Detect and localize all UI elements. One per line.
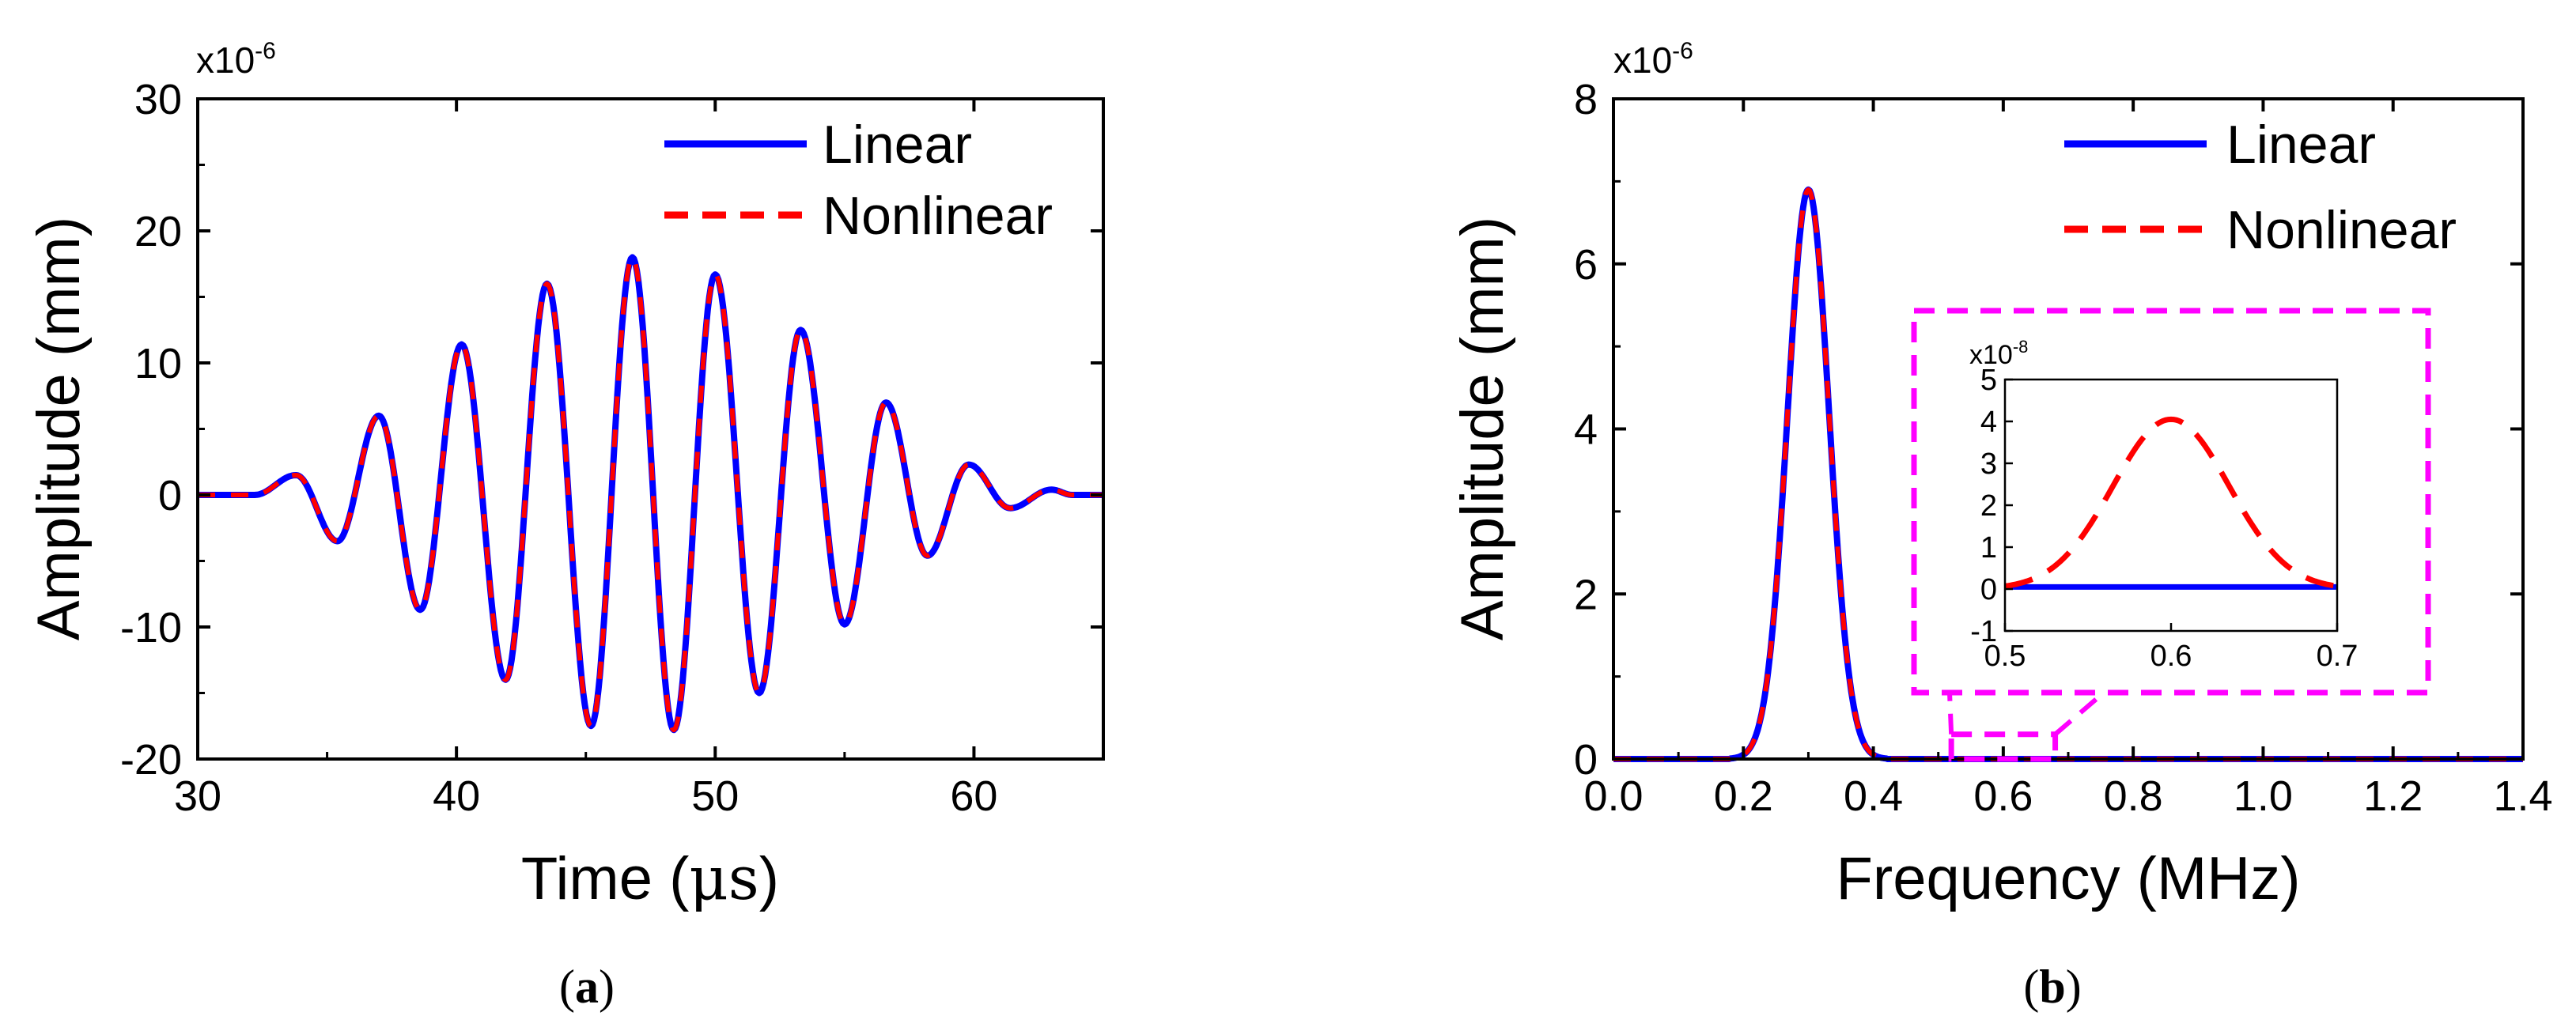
panel-a-chart: 30 40 50 60 -20 -10 0 10 20 30 x10-6 Amplitude (m… (25, 38, 1105, 1013)
panel-b-legend: Linear Nonlinear (2064, 115, 2457, 260)
x-tick-label-b: 1.4 (2493, 772, 2552, 820)
x-tick-label-a: 30 (174, 772, 221, 820)
y-tick-label-a: 20 (134, 208, 182, 255)
panel-a-y-axis-title: Amplitude (mm) (25, 217, 93, 640)
inset-x-tick-label: 0.6 (2150, 640, 2192, 673)
y-tick-label-a: -20 (120, 736, 182, 784)
panel-a-y-exponent: x10-6 (196, 38, 276, 81)
panel-b-ticks: 0.0 0.2 0.4 0.6 0.8 1.0 1.2 1.4 0 2 4 6 8 (1574, 76, 2553, 820)
x-tick-label-b: 1.0 (2234, 772, 2293, 820)
inset-x-tick-label: 0.5 (1984, 640, 2026, 673)
y-tick-label-a: 0 (158, 472, 182, 519)
y-tick-label-b: 0 (1574, 736, 1598, 784)
panel-b-caption: (b) (2023, 961, 2081, 1013)
inset-data-lines (2004, 416, 2338, 590)
zoom-region-box (1948, 731, 2059, 762)
x-tick-label-b: 0.2 (1714, 772, 1773, 820)
inset-y-tick-label: 1 (1980, 531, 1997, 565)
inset-border (1911, 308, 2431, 696)
x-tick-label-a: 40 (433, 772, 480, 820)
x-tick-label-b: 0.6 (1973, 772, 2033, 820)
panel-a-x-axis-title: Time (μs) (521, 843, 779, 913)
zoom-indicator (1911, 308, 2431, 762)
y-tick-label-a: -10 (120, 604, 182, 651)
inset-y-exponent: x10-8 (1969, 337, 2028, 370)
x-tick-label-b: 1.2 (2363, 772, 2423, 820)
inset-ticks: 0.5 0.6 0.7 -1 0 1 2 3 4 5 (1970, 364, 2358, 673)
panel-b-x-axis-title: Frequency (MHz) (1836, 845, 2301, 912)
inset-chart: 0.5 0.6 0.7 -1 0 1 2 3 4 5 x10-8 (1969, 337, 2358, 673)
y-tick-label-a: 30 (134, 76, 182, 123)
inset-y-tick-label: 5 (1980, 364, 1997, 397)
x-tick-label-a: 60 (950, 772, 997, 820)
inset-y-tick-label: 2 (1980, 489, 1997, 523)
inset-y-tick-label: 4 (1980, 406, 1997, 439)
legend-linear-label-b: Linear (2226, 115, 2376, 175)
y-tick-label-b: 4 (1574, 406, 1598, 454)
y-tick-label-b: 2 (1574, 571, 1598, 618)
x-tick-label-a: 50 (691, 772, 739, 820)
inset-y-tick-label: -1 (1970, 615, 1997, 648)
legend-nonlinear-label-a: Nonlinear (823, 186, 1053, 246)
zoom-connector-left (1947, 692, 1954, 735)
panel-b-y-exponent: x10-6 (1613, 38, 1693, 81)
series-nonlinear-line-a (198, 255, 1103, 733)
panel-a-data-lines (198, 254, 1103, 734)
x-tick-label-b: 0.8 (2104, 772, 2163, 820)
x-tick-label-b: 0.4 (1844, 772, 1903, 820)
x-tick-label-b: 0.0 (1583, 772, 1643, 820)
legend-linear-label-a: Linear (823, 115, 972, 175)
panel-b-y-axis-title: Amplitude (mm) (1449, 217, 1516, 640)
panel-a-caption: (a) (559, 961, 615, 1013)
inset-nonlinear-line (2004, 416, 2338, 589)
y-tick-label-b: 6 (1574, 241, 1598, 289)
zoom-connector-right (2053, 690, 2105, 736)
series-linear-line-a (198, 254, 1103, 734)
panel-a-legend: Linear Nonlinear (664, 115, 1053, 246)
inset-x-tick-label: 0.7 (2317, 640, 2358, 673)
legend-nonlinear-label-b: Nonlinear (2226, 200, 2457, 260)
inset-y-tick-label: 0 (1980, 573, 1997, 606)
y-tick-label-a: 10 (134, 340, 182, 387)
panel-b-chart: 0.0 0.2 0.4 0.6 0.8 1.0 1.2 1.4 0 2 4 6 8 x10-6 Ampl… (1449, 38, 2553, 1013)
inset-y-tick-label: 3 (1980, 448, 1997, 481)
y-tick-label-b: 8 (1574, 76, 1598, 123)
panel-a-ticks: 30 40 50 60 -20 -10 0 10 20 30 (120, 76, 1103, 820)
